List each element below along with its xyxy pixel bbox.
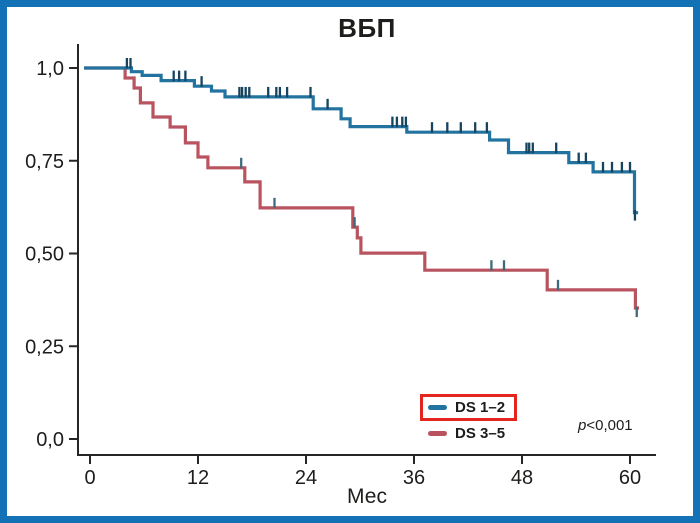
y-tick-label: 0,0: [36, 429, 64, 451]
survival-curve-ds-3-5: [84, 66, 639, 310]
legend-swatch-ds-3-5: [428, 431, 447, 436]
y-tick-label: 1,0: [36, 58, 64, 80]
legend-item-ds-1-2: DS 1–2: [420, 394, 518, 421]
x-axis-label: Мес: [347, 485, 387, 508]
legend-swatch-ds-1-2: [428, 405, 447, 410]
legend-label-ds-1-2: DS 1–2: [455, 399, 506, 416]
chart-title: ВБП: [338, 13, 396, 43]
y-tick-label: 0,75: [25, 151, 64, 173]
legend-item-ds-3-5: DS 3–5: [428, 423, 517, 444]
x-tick-label: 48: [511, 467, 533, 489]
axis-lines: [77, 44, 656, 456]
survival-curve-ds-1-2: [84, 66, 639, 215]
x-tick-label: 12: [187, 467, 209, 489]
x-tick-label: 24: [295, 467, 317, 489]
legend-label-ds-3-5: DS 3–5: [455, 425, 506, 442]
y-tick-label: 0,50: [25, 244, 64, 266]
x-tick-label: 36: [403, 467, 425, 489]
p-value-annotation: p<0,001: [578, 417, 633, 434]
y-tick-label: 0,25: [25, 336, 64, 358]
legend: DS 1–2 DS 3–5: [420, 394, 518, 444]
x-tick-label: 0: [84, 467, 95, 489]
x-tick-label: 60: [619, 467, 641, 489]
